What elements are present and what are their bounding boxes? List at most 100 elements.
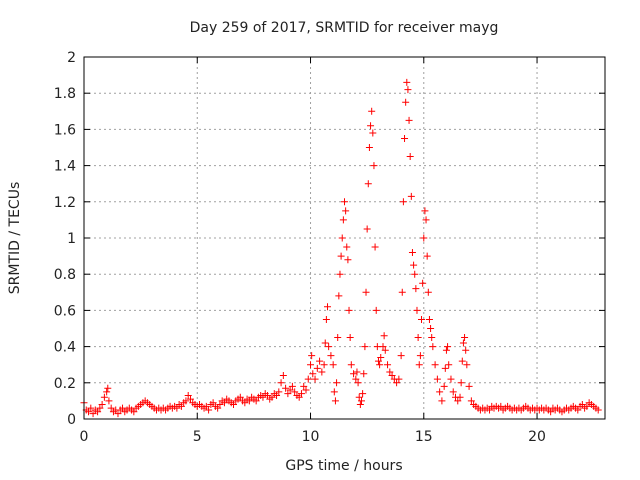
data-point [422, 216, 430, 224]
data-point [295, 393, 303, 401]
data-point [325, 343, 333, 351]
y-tick-label: 2 [67, 50, 76, 66]
data-point [447, 375, 455, 383]
data-point [104, 384, 112, 392]
y-tick-label: 0.2 [54, 376, 76, 392]
data-point [252, 397, 260, 405]
data-point [324, 303, 332, 311]
data-point [441, 364, 449, 372]
data-point [277, 379, 285, 387]
data-point [402, 98, 410, 106]
data-point [388, 372, 396, 380]
data-point [316, 357, 324, 365]
data-point [408, 248, 416, 256]
data-point [380, 332, 388, 340]
data-point [300, 382, 308, 390]
data-point [279, 372, 287, 380]
data-point [438, 397, 446, 405]
data-point [350, 370, 358, 378]
data-point [273, 391, 281, 399]
data-point [302, 386, 310, 394]
data-point [419, 279, 427, 287]
data-point [346, 334, 354, 342]
grid [84, 57, 605, 419]
y-tick-label: 1.6 [54, 122, 76, 138]
y-tick-label: 1.8 [54, 86, 76, 102]
data-point [245, 397, 253, 405]
data-point [427, 325, 435, 332]
data-point [341, 198, 348, 206]
data-point [361, 343, 369, 351]
data-point [297, 390, 305, 398]
data-point [313, 364, 321, 372]
data-point [399, 198, 407, 206]
data-point [241, 399, 249, 407]
y-tick-label: 0.6 [54, 303, 76, 319]
axis-ticks [83, 56, 605, 420]
data-point [485, 406, 493, 414]
data-point [440, 382, 448, 390]
x-tick-label: 0 [80, 429, 89, 445]
data-point [329, 361, 337, 369]
data-point [186, 395, 194, 403]
data-point [304, 375, 312, 383]
data-point [96, 404, 104, 412]
data-point [355, 393, 363, 401]
y-tick-label: 0.8 [54, 267, 76, 283]
data-point [364, 180, 372, 188]
data-point [184, 391, 192, 399]
data-point [462, 346, 470, 354]
data-point [100, 393, 108, 401]
data-point [85, 408, 93, 416]
data-point [268, 393, 276, 401]
data-point [321, 339, 329, 347]
data-point [343, 243, 351, 251]
data-point [395, 375, 403, 383]
data-point [330, 388, 338, 396]
data-point [130, 408, 138, 416]
data-point [352, 375, 360, 383]
x-tick-label: 10 [302, 429, 320, 445]
x-axis-label: GPS time / hours [285, 458, 402, 474]
data-point [429, 343, 437, 351]
data-point [424, 288, 432, 296]
data-point [230, 401, 238, 409]
data-point [259, 393, 267, 401]
data-point [376, 361, 384, 369]
data-point [308, 352, 316, 360]
data-point [386, 368, 394, 376]
data-point [344, 256, 352, 264]
x-tick-label: 15 [415, 429, 433, 445]
data-point [374, 357, 382, 365]
data-point [353, 368, 361, 376]
data-point [354, 379, 362, 387]
data-point [413, 306, 421, 314]
tick-labels: 0 5 10 15 20 0 0.2 0.4 0.6 0.8 1 1.2 1.4 1.6 1.8 2 [54, 50, 546, 445]
data-point [367, 122, 375, 130]
data-point [461, 334, 469, 342]
data-point [236, 393, 244, 401]
data-point [377, 353, 385, 361]
data-point [411, 270, 419, 278]
data-point [275, 388, 283, 396]
data-point [107, 404, 115, 412]
data-point [416, 352, 424, 360]
data-point [403, 78, 411, 86]
data-point [594, 406, 602, 414]
data-point [467, 397, 475, 405]
data-point [384, 361, 392, 369]
data-point [334, 334, 342, 342]
data-point [318, 368, 326, 376]
data-point [335, 292, 343, 300]
data-point [436, 388, 444, 396]
y-tick-label: 1.2 [54, 195, 76, 211]
data-point [407, 192, 415, 200]
data-point [345, 306, 353, 314]
data-points [80, 78, 602, 418]
data-point [405, 116, 413, 124]
data-point [421, 207, 429, 215]
data-point [342, 207, 350, 215]
data-point [397, 352, 405, 360]
data-point [94, 408, 102, 416]
data-point [574, 406, 582, 414]
